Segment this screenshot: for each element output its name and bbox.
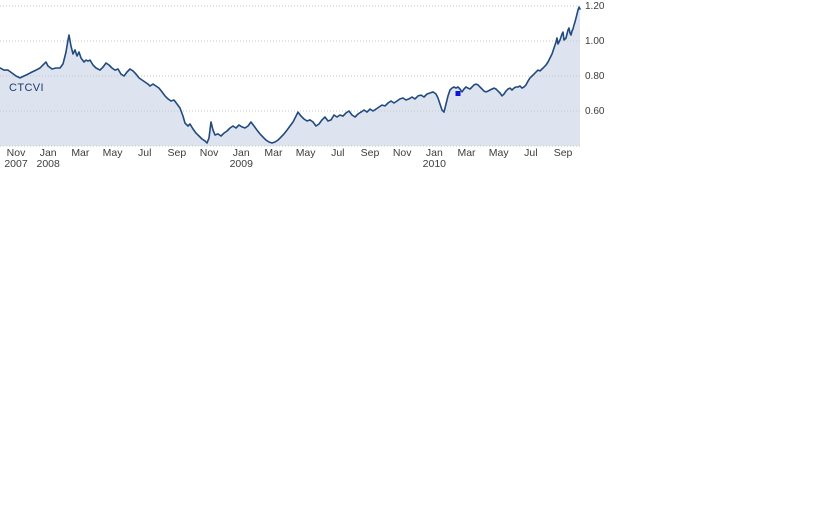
x-axis-month-label: May xyxy=(295,147,316,159)
x-axis-month-label: Mar xyxy=(71,147,90,159)
y-axis-label: 1.00 xyxy=(585,36,605,47)
x-axis-month-label: Sep xyxy=(360,147,380,159)
x-axis-year-label: 2007 xyxy=(4,158,28,170)
x-axis-month-label: Mar xyxy=(457,147,476,159)
x-axis-month-label: May xyxy=(488,147,509,159)
event-marker-icon[interactable] xyxy=(455,91,461,96)
x-axis-month-label: Jul xyxy=(331,147,345,159)
x-axis-year-label: 2010 xyxy=(422,158,446,170)
x-axis-month-label: May xyxy=(102,147,123,159)
x-axis-year-label: 2009 xyxy=(229,158,253,170)
x-axis-month-label: Nov xyxy=(392,147,412,159)
price-line xyxy=(0,6,581,144)
y-axis-label: 1.20 xyxy=(585,1,605,12)
x-axis-month-label: Nov xyxy=(6,147,26,159)
ticker-label: CTCVI xyxy=(9,82,44,94)
x-axis-month-label: Mar xyxy=(264,147,283,159)
x-axis-month-label: Nov xyxy=(199,147,219,159)
x-axis-month-label: Sep xyxy=(553,147,573,159)
y-axis-label: 0.60 xyxy=(585,106,605,117)
x-axis-year-label: 2008 xyxy=(36,158,60,170)
stock-mini-chart: CTCVI 1.20 1.00 0.80 0.60 Nov 2007 Jan 2008 Mar… xyxy=(0,0,620,180)
x-axis-month-label: Jul xyxy=(138,147,152,159)
y-axis-label: 0.80 xyxy=(585,71,605,82)
x-axis-month-label: Sep xyxy=(167,147,187,159)
x-axis-month-label: Jan xyxy=(425,147,443,159)
price-area-chart xyxy=(0,5,581,147)
x-axis-month-label: Jan xyxy=(39,147,57,159)
x-axis-month-label: Jan xyxy=(232,147,250,159)
x-axis-month-label: Jul xyxy=(524,147,538,159)
